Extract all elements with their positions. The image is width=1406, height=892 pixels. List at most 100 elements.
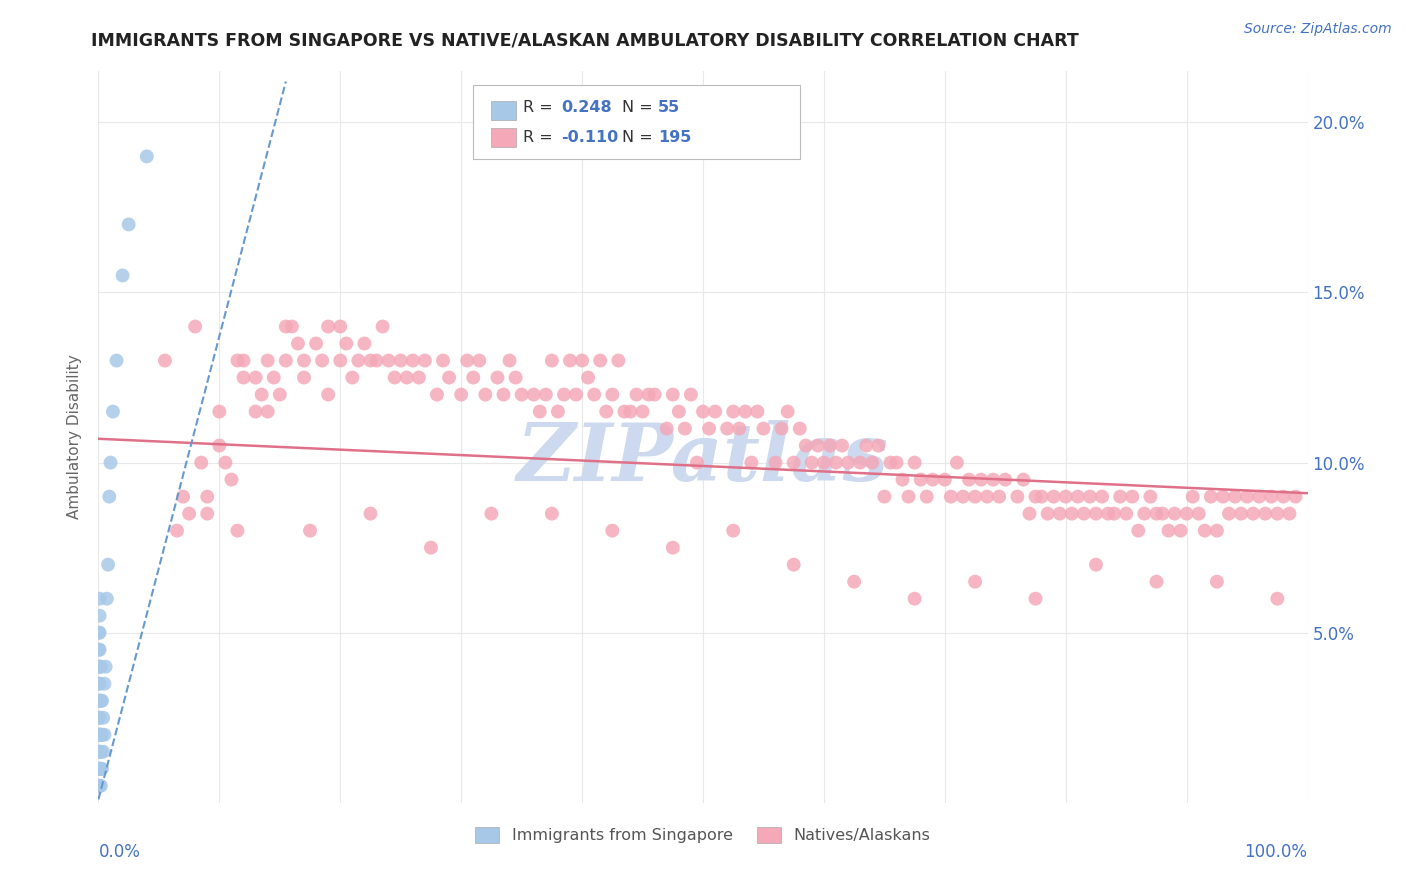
Point [818,439,841,453]
Point [915,490,938,504]
Point [195,507,218,521]
Point [91,711,114,725]
Point [87,711,110,725]
Point [782,558,804,572]
Point [1042,490,1064,504]
Point [269,387,291,401]
Point [1018,507,1040,521]
Point [1049,507,1071,521]
Point [1085,507,1108,521]
Point [498,353,520,368]
Point [740,456,762,470]
Point [87,677,110,691]
Point [723,524,745,538]
Point [91,762,114,776]
Point [723,404,745,418]
Text: IMMIGRANTS FROM SINGAPORE VS NATIVE/ALASKAN AMBULATORY DISABILITY CORRELATION CH: IMMIGRANTS FROM SINGAPORE VS NATIVE/ALAS… [91,31,1080,49]
Point [481,507,503,521]
Point [87,694,110,708]
Point [432,353,454,368]
Text: 195: 195 [658,129,692,145]
Point [437,370,460,384]
Point [486,370,509,384]
Point [87,762,110,776]
Point [1181,490,1204,504]
Point [89,694,111,708]
Point [87,659,110,673]
Point [704,404,727,418]
Point [232,370,254,384]
Point [335,336,357,351]
Point [89,745,111,759]
Point [311,353,333,368]
Point [389,353,412,368]
FancyBboxPatch shape [474,85,800,159]
Point [89,591,111,606]
Point [91,728,114,742]
Point [571,353,593,368]
Point [474,387,496,401]
Point [450,387,472,401]
Point [879,456,901,470]
Point [807,439,830,453]
Point [468,353,491,368]
Point [970,473,993,487]
Point [1146,507,1168,521]
Point [208,439,231,453]
Point [1067,490,1090,504]
Point [347,353,370,368]
Point [576,370,599,384]
Point [329,319,352,334]
Point [89,659,111,673]
Point [97,558,120,572]
Point [679,387,702,401]
Point [91,694,114,708]
Point [655,421,678,435]
Text: R =: R = [523,129,558,145]
Point [89,728,111,742]
Point [868,439,890,453]
Text: N =: N = [621,100,658,115]
Point [602,524,624,538]
Point [90,694,112,708]
Point [976,490,998,504]
Point [395,370,418,384]
Point [1121,490,1143,504]
Point [89,711,111,725]
Point [553,387,575,401]
Point [426,387,449,401]
Point [589,353,612,368]
Point [626,387,648,401]
Point [1157,524,1180,538]
Point [402,353,425,368]
Point [89,608,111,623]
Point [256,404,278,418]
Point [316,319,339,334]
Point [98,490,121,504]
Point [904,456,927,470]
Point [1036,507,1059,521]
Point [232,353,254,368]
Point [540,507,562,521]
Point [776,404,799,418]
Point [208,404,231,418]
Point [89,762,111,776]
Point [100,456,122,470]
Point [1199,490,1222,504]
Text: 0.248: 0.248 [561,100,612,115]
Text: 55: 55 [658,100,681,115]
Point [1060,507,1083,521]
Point [329,353,352,368]
Text: 0.0%: 0.0% [98,843,141,861]
Point [1260,490,1282,504]
Point [274,319,297,334]
Text: N =: N = [621,129,658,145]
Point [420,541,443,555]
Point [825,456,848,470]
Point [1152,507,1174,521]
Point [565,387,588,401]
Point [226,353,249,368]
Point [274,353,297,368]
Point [837,456,859,470]
Point [1163,507,1185,521]
